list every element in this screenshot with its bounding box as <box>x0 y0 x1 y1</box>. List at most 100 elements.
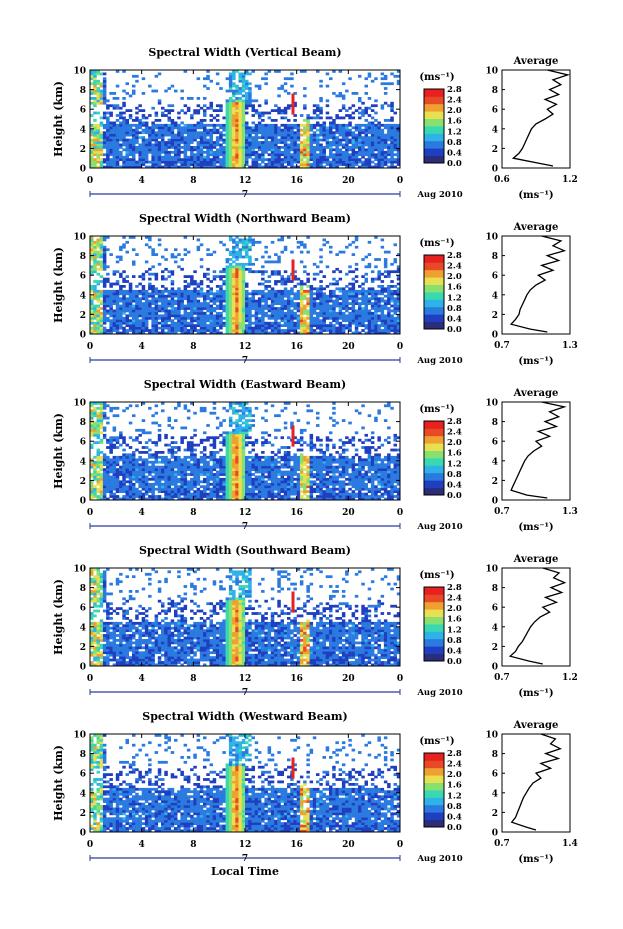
heatmap-cell <box>345 114 349 117</box>
heatmap-cell <box>303 270 307 274</box>
heatmap-cell <box>106 473 110 476</box>
heatmap-cell <box>167 490 171 493</box>
heatmap-cell <box>293 114 297 117</box>
heatmap-cell <box>370 121 375 125</box>
heatmap-cell <box>128 285 133 288</box>
heatmap-cell <box>212 109 217 112</box>
heatmap-cell <box>128 307 133 310</box>
heatmap-cell <box>303 331 307 335</box>
heatmap-cell <box>358 311 362 315</box>
heatmap-cell <box>183 123 188 127</box>
heatmap-cell <box>335 153 339 157</box>
heatmap-cell <box>183 128 188 132</box>
heatmap-cell <box>306 236 310 239</box>
heatmap-cell <box>190 324 194 327</box>
heatmap-cell <box>115 316 120 320</box>
heatmap-cell <box>329 121 333 125</box>
heatmap-cell <box>299 165 304 169</box>
heatmap-cell <box>319 143 323 147</box>
heatmap-cell <box>225 143 230 147</box>
heatmap-cell <box>203 126 207 130</box>
heatmap-cell <box>196 324 201 327</box>
heatmap-cell <box>296 292 301 296</box>
heatmap-cell <box>141 138 146 142</box>
heatmap-cell <box>228 131 233 135</box>
heatmap-cell <box>303 304 307 308</box>
heatmap-cell <box>396 82 401 86</box>
heatmap-cell <box>367 155 372 159</box>
heatmap-cell <box>206 153 210 157</box>
heatmap-cell <box>228 77 233 81</box>
heatmap-cell <box>283 155 288 159</box>
heatmap-cell <box>303 319 307 323</box>
heatmap-cell <box>167 294 171 298</box>
heatmap-cell <box>241 74 246 78</box>
heatmap-cell <box>364 314 368 318</box>
heatmap-cell <box>322 302 326 305</box>
heatmap-cell <box>183 280 188 283</box>
heatmap-cell <box>251 304 255 308</box>
heatmap-cell <box>96 324 100 327</box>
heatmap-cell <box>161 160 165 164</box>
heatmap-cell <box>280 158 284 161</box>
heatmap-cell <box>128 133 133 137</box>
heatmap-cell <box>99 165 104 169</box>
heatmap-cell <box>274 282 278 286</box>
heatmap-cell <box>151 287 155 291</box>
heatmap-cell <box>196 285 201 288</box>
heatmap-cell <box>167 163 171 166</box>
heatmap-cell <box>170 104 175 108</box>
panel-title: Spectral Width (Vertical Beam) <box>148 46 341 59</box>
heatmap-cell <box>141 460 146 464</box>
heatmap-cell <box>274 163 278 166</box>
heatmap-cell <box>90 490 94 493</box>
heatmap-cell <box>190 329 194 332</box>
heatmap-cell <box>380 285 385 288</box>
heatmap-cell <box>345 165 349 169</box>
heatmap-cell <box>232 260 236 264</box>
heatmap-cell <box>102 101 107 105</box>
heatmap-cell <box>228 329 233 332</box>
heatmap-cell <box>335 316 339 320</box>
heatmap-cell <box>367 319 372 323</box>
heatmap-cell <box>338 324 343 327</box>
heatmap-cell <box>219 326 223 330</box>
heatmap-cell <box>235 311 239 315</box>
heatmap-cell <box>254 150 259 154</box>
heatmap-cell <box>148 304 152 308</box>
heatmap-cell <box>170 253 175 256</box>
heatmap-cell <box>283 287 288 291</box>
heatmap-cell <box>393 128 397 132</box>
heatmap-cell <box>196 121 201 125</box>
heatmap-cell <box>128 492 133 496</box>
heatmap-cell <box>293 331 297 335</box>
heatmap-cell <box>203 321 207 325</box>
heatmap-cell <box>351 319 356 323</box>
heatmap-cell <box>96 272 100 276</box>
heatmap-cell <box>345 128 349 132</box>
heatmap-cell <box>90 92 94 95</box>
heatmap-cell <box>132 260 136 264</box>
heatmap-cell <box>354 321 359 325</box>
heatmap-cell <box>225 104 230 108</box>
heatmap-cell <box>154 304 159 308</box>
heatmap-cell <box>148 238 152 242</box>
heatmap-cell <box>390 131 394 135</box>
heatmap-cell <box>109 299 113 303</box>
heatmap-cell <box>287 314 291 318</box>
heatmap-cell <box>361 141 365 144</box>
heatmap-cell <box>390 133 394 137</box>
heatmap-cell <box>102 260 107 264</box>
heatmap-cell <box>177 299 181 303</box>
heatmap-cell <box>291 105 295 108</box>
heatmap-cell <box>109 443 113 447</box>
heatmap-cell <box>248 128 252 132</box>
x-tick-label: 12 <box>239 342 252 352</box>
heatmap-cell <box>241 123 246 127</box>
heatmap-cell <box>232 106 236 110</box>
heatmap-cell <box>186 163 191 166</box>
heatmap-cell <box>270 143 275 147</box>
colorbar-segment <box>424 155 444 164</box>
heatmap-cell <box>267 324 272 327</box>
heatmap-cell <box>348 160 352 164</box>
